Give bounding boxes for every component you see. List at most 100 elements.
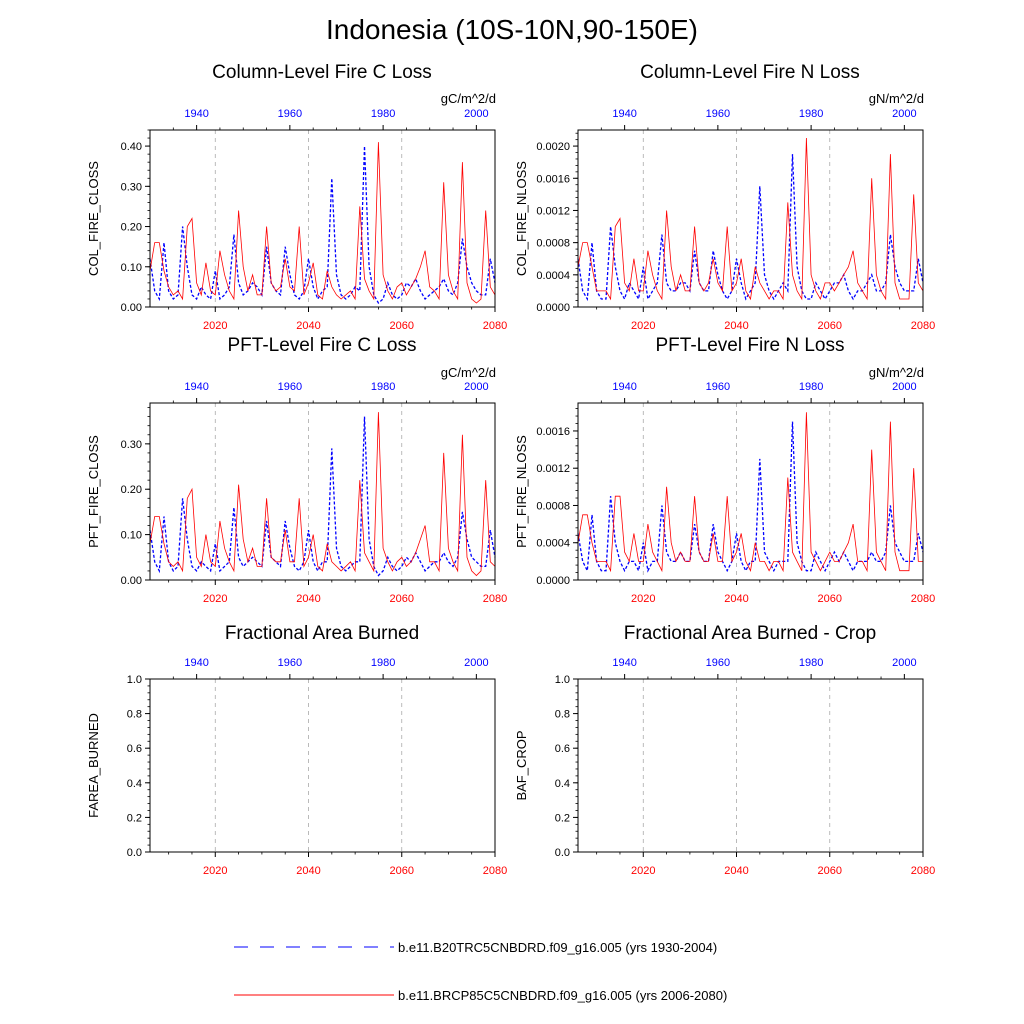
x-top-tick-label-2-2: 1980	[371, 381, 395, 393]
x-top-tick-label-4-0: 1940	[184, 657, 208, 669]
x-top-tick-label-2-3: 2000	[464, 381, 488, 393]
y-axis-label-2: PFT_FIRE_CLOSS	[86, 435, 101, 548]
y-tick-label-1-0: 0.0000	[536, 302, 570, 314]
y-axis-label-1: COL_FIRE_NLOSS	[514, 161, 529, 276]
x-top-tick-label-3-3: 2000	[892, 381, 916, 393]
y-tick-label-1-2: 0.0008	[536, 238, 570, 250]
y-tick-label-3-2: 0.0008	[536, 500, 570, 512]
series-future-line-3	[577, 412, 923, 573]
y-tick-label-2-0: 0.00	[121, 575, 142, 587]
x-top-tick-label-5-3: 2000	[892, 657, 916, 669]
y-tick-label-4-0: 0.0	[127, 847, 142, 859]
y-tick-label-5-4: 0.8	[555, 709, 570, 721]
y-tick-label-3-4: 0.0016	[536, 426, 570, 438]
x-bottom-tick-label-3-3: 2080	[911, 593, 935, 605]
y-tick-label-3-1: 0.0004	[536, 538, 570, 550]
x-bottom-tick-label-2-2: 2060	[390, 593, 414, 605]
x-top-tick-label-4-1: 1960	[278, 657, 302, 669]
x-bottom-tick-label-2-0: 2020	[203, 593, 227, 605]
legend-swatch-future	[234, 994, 394, 996]
x-bottom-tick-label-5-1: 2040	[724, 865, 748, 877]
y-axis-label-0: COL_FIRE_CLOSS	[86, 161, 101, 276]
panel-title-farea: Fractional Area Burned	[224, 623, 420, 644]
x-top-tick-label-2-0: 1940	[184, 381, 208, 393]
x-top-tick-label-5-0: 1940	[612, 657, 636, 669]
x-bottom-tick-label-0-3: 2080	[483, 320, 507, 332]
legend-label-hist: b.e11.B20TRC5CNBDRD.f09_g16.005 (yrs 193…	[398, 940, 718, 955]
x-bottom-tick-label-4-0: 2020	[203, 865, 227, 877]
plot-frame-3	[577, 402, 924, 581]
x-top-tick-label-3-0: 1940	[612, 381, 636, 393]
panel-title-col-n: Column-Level Fire N Loss	[640, 62, 860, 83]
series-future-line-1	[577, 137, 924, 301]
x-bottom-tick-label-1-0: 2020	[631, 320, 655, 332]
y-tick-label-5-2: 0.4	[555, 778, 570, 790]
x-top-tick-label-5-2: 1980	[799, 657, 823, 669]
plot-frame-1	[577, 129, 924, 308]
y-tick-label-4-5: 1.0	[127, 674, 142, 686]
units-pft-c: gC/m^2/d	[440, 365, 496, 380]
x-bottom-tick-label-0-2: 2060	[390, 320, 414, 332]
x-top-tick-label-5-1: 1960	[706, 657, 730, 669]
x-top-tick-label-3-2: 1980	[799, 381, 823, 393]
x-bottom-tick-label-5-3: 2080	[911, 865, 935, 877]
x-top-tick-label-4-3: 2000	[464, 657, 488, 669]
x-bottom-tick-label-4-3: 2080	[483, 865, 507, 877]
x-top-tick-label-0-2: 1980	[371, 108, 395, 120]
plot-frame-4	[149, 678, 496, 853]
panel-title-pft-c: PFT-Level Fire C Loss	[227, 335, 417, 356]
units-col-n: gN/m^2/d	[868, 91, 924, 106]
y-tick-label-1-4: 0.0016	[536, 173, 570, 185]
y-tick-label-3-3: 0.0012	[536, 463, 570, 475]
y-tick-label-2-3: 0.30	[121, 439, 142, 451]
x-top-tick-label-3-1: 1960	[706, 381, 730, 393]
panel-title-pft-n: PFT-Level Fire N Loss	[655, 335, 845, 356]
y-tick-label-4-1: 0.2	[127, 812, 142, 824]
x-bottom-tick-label-5-2: 2060	[818, 865, 842, 877]
panel-title-col-c: Column-Level Fire C Loss	[212, 62, 432, 83]
x-top-tick-label-0-0: 1940	[184, 108, 208, 120]
series-hist-line-2	[149, 416, 496, 577]
y-tick-label-0-4: 0.40	[121, 141, 142, 153]
x-top-tick-label-1-2: 1980	[799, 108, 823, 120]
y-tick-label-1-1: 0.0004	[536, 270, 570, 282]
y-tick-label-4-3: 0.6	[127, 743, 142, 755]
x-bottom-tick-label-3-2: 2060	[818, 593, 842, 605]
x-bottom-tick-label-1-3: 2080	[911, 320, 935, 332]
y-tick-label-5-3: 0.6	[555, 743, 570, 755]
figure-title: Indonesia (10S-10N,90-150E)	[325, 14, 698, 45]
x-bottom-tick-label-4-2: 2060	[390, 865, 414, 877]
x-bottom-tick-label-4-1: 2040	[296, 865, 320, 877]
plot-frame-2	[149, 402, 496, 581]
x-top-tick-label-2-1: 1960	[278, 381, 302, 393]
series-hist-line-0	[149, 146, 496, 305]
series-future-line-0	[149, 142, 496, 304]
y-tick-label-2-1: 0.10	[121, 530, 142, 542]
x-bottom-tick-label-1-2: 2060	[818, 320, 842, 332]
x-bottom-tick-label-1-1: 2040	[724, 320, 748, 332]
x-bottom-tick-label-3-0: 2020	[631, 593, 655, 605]
panel-title-baf-crop: Fractional Area Burned - Crop	[623, 623, 877, 644]
series-hist-line-3	[577, 421, 924, 574]
x-top-tick-label-4-2: 1980	[371, 657, 395, 669]
legend-label-future: b.e11.BRCP85C5CNBDRD.f09_g16.005 (yrs 20…	[398, 988, 728, 1003]
y-tick-label-5-0: 0.0	[555, 847, 570, 859]
y-tick-label-1-3: 0.0012	[536, 205, 570, 217]
y-tick-label-4-4: 0.8	[127, 709, 142, 721]
x-top-tick-label-1-3: 2000	[892, 108, 916, 120]
y-tick-label-0-0: 0.00	[121, 302, 142, 314]
plot-frame-5	[577, 678, 924, 853]
y-tick-label-4-2: 0.4	[127, 778, 142, 790]
y-axis-label-3: PFT_FIRE_NLOSS	[514, 435, 529, 548]
y-tick-label-1-5: 0.0020	[536, 141, 570, 153]
y-tick-label-3-0: 0.0000	[536, 575, 570, 587]
y-tick-label-5-1: 0.2	[555, 812, 570, 824]
units-col-c: gC/m^2/d	[440, 91, 496, 106]
y-axis-label-5: BAF_CROP	[514, 730, 529, 800]
x-bottom-tick-label-5-0: 2020	[631, 865, 655, 877]
y-tick-label-0-1: 0.10	[121, 262, 142, 274]
x-bottom-tick-label-2-1: 2040	[296, 593, 320, 605]
units-pft-n: gN/m^2/d	[868, 365, 924, 380]
y-tick-label-0-3: 0.30	[121, 181, 142, 193]
